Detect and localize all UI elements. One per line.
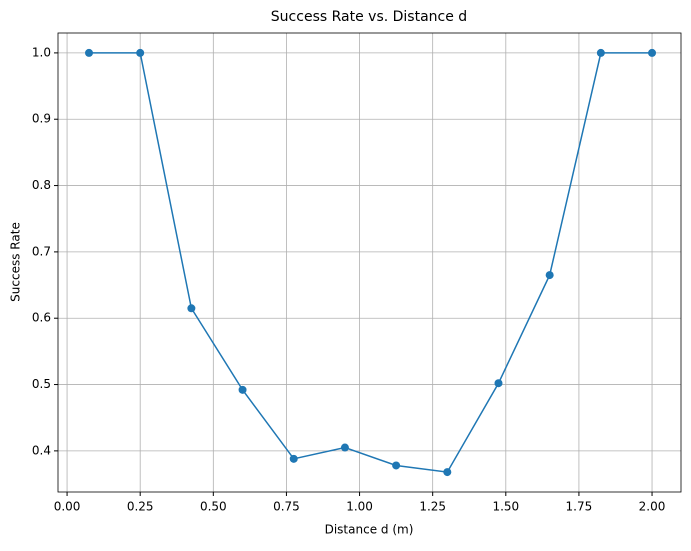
- series-line: [89, 52, 653, 473]
- data-point: [187, 304, 196, 313]
- data-point: [443, 468, 452, 477]
- plot-frame: [57, 32, 682, 493]
- data-point: [85, 48, 94, 57]
- x-tick-label: 1.25: [419, 500, 446, 514]
- data-point: [545, 271, 554, 280]
- data-point: [392, 461, 401, 470]
- x-tick-label: 2.00: [639, 500, 666, 514]
- data-point: [340, 443, 349, 452]
- x-tick-label: 1.50: [492, 500, 519, 514]
- x-tick-label: 0.25: [127, 500, 154, 514]
- y-axis-label: Success Rate: [9, 222, 23, 302]
- data-point: [238, 385, 247, 394]
- y-tick-label: 0.9: [32, 112, 51, 126]
- x-tick-label: 0.50: [200, 500, 227, 514]
- data-point: [289, 454, 298, 463]
- x-tick-label: 1.75: [566, 500, 593, 514]
- x-axis-label: Distance d (m): [325, 523, 414, 537]
- y-tick-label: 0.8: [32, 178, 51, 192]
- y-tick-label: 1.0: [32, 45, 51, 59]
- x-tick-label: 0.75: [273, 500, 300, 514]
- x-tick-label: 0.00: [54, 500, 81, 514]
- y-tick-label: 0.7: [32, 244, 51, 258]
- data-point: [648, 48, 657, 57]
- data-point: [136, 48, 145, 57]
- y-tick-label: 0.5: [32, 377, 51, 391]
- x-tick-label: 1.00: [346, 500, 373, 514]
- y-tick-label: 0.6: [32, 311, 51, 325]
- data-point: [596, 48, 605, 57]
- chart-title: Success Rate vs. Distance d: [271, 9, 467, 25]
- y-tick-label: 0.4: [32, 443, 51, 457]
- data-point: [494, 379, 503, 388]
